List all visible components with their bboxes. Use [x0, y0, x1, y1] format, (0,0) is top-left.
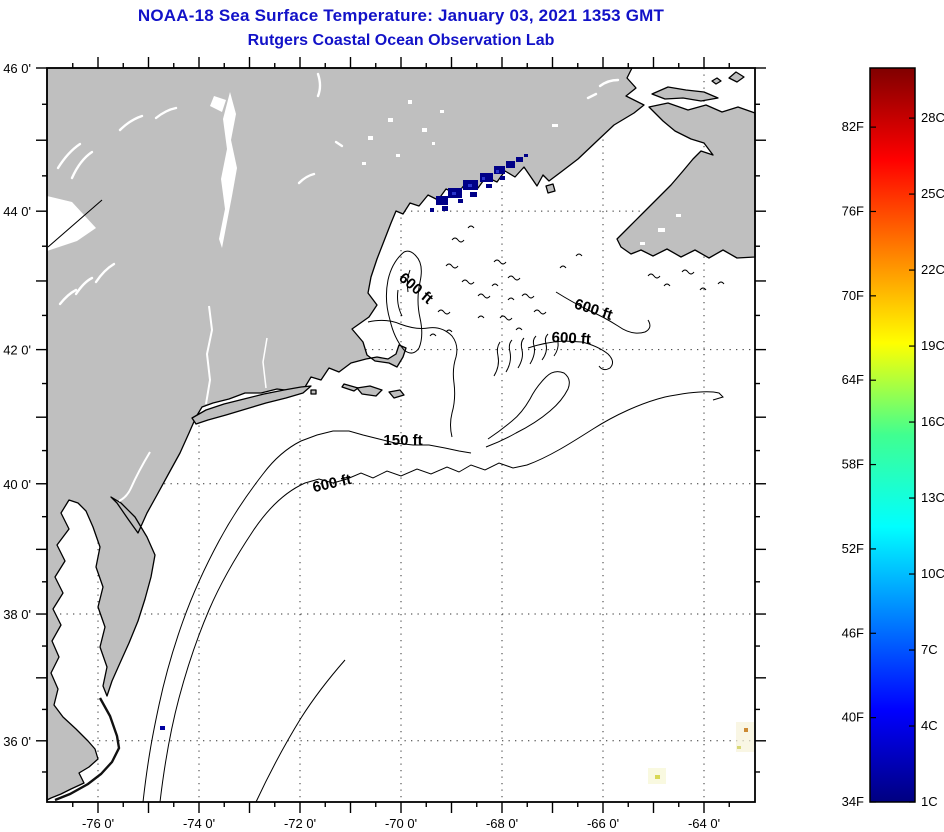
contour-150ft-shelf [142, 430, 472, 803]
colorbar-c-label: 28C [921, 110, 944, 125]
island-topright-2 [711, 77, 722, 85]
maine-lakes [362, 100, 681, 245]
title-line-2: Rutgers Coastal Ocean Observation Lab [247, 31, 555, 49]
long-island [191, 385, 312, 425]
axes: -76 0' -74 0' -72 0' -70 0' -68 0' -66 0' -64 … [3, 57, 766, 831]
marthas-vineyard [356, 385, 383, 397]
colorbar-c-label: 25C [921, 186, 944, 201]
colorbar-f-label: 70F [842, 288, 864, 303]
contour-wilkinson-basin [385, 250, 423, 354]
nantucket [388, 389, 405, 399]
lake-champlain [219, 92, 237, 248]
lon-axis-label: -76 0' [82, 816, 114, 831]
lon-axis-label: -72 0' [284, 816, 316, 831]
colorbar-c-label: 4C [921, 718, 938, 733]
contour-slope-deep [255, 659, 346, 803]
lon-axis-label: -64 0' [688, 816, 720, 831]
lat-axis-label: 40 0' [3, 477, 31, 492]
inland-water [47, 72, 681, 502]
colorbar-gradient [870, 68, 915, 802]
colorbar-c-label: 22C [921, 262, 944, 277]
colorbar-f-label: 76F [842, 203, 864, 218]
contour-specks [429, 225, 725, 337]
colorbar-c-label: 1C [921, 794, 938, 809]
colorbar-labels: 82F 76F 70F 64F 58F 52F 46F 40F 34F 28C 25C 22C 19C 1… [842, 110, 944, 809]
colorbar-c-label: 19C [921, 338, 944, 353]
delaware-river [118, 451, 151, 502]
lon-axis-label: -70 0' [385, 816, 417, 831]
contour-jordan-basin [555, 291, 651, 334]
colorbar-border [869, 67, 916, 803]
lat-axis-label: 36 0' [3, 734, 31, 749]
hudson-river [205, 305, 214, 405]
grand-manan-island [545, 183, 556, 194]
lon-axis-label: -66 0' [587, 816, 619, 831]
bathymetry-contours [142, 225, 725, 803]
lat-axis-label: 38 0' [3, 607, 31, 622]
finger-lakes [56, 72, 620, 306]
nova-scotia [616, 102, 756, 259]
prince-edward-island [651, 86, 719, 102]
sst-warm-specks [648, 722, 754, 784]
lake-small-ny [210, 96, 226, 112]
colorbar-f-label: 58F [842, 457, 864, 472]
colorbar-f-label: 52F [842, 541, 864, 556]
colorbar-c-label: 16C [921, 414, 944, 429]
contour-600ft-shelfbreak [159, 391, 724, 803]
colorbar-c-label: 7C [921, 642, 938, 657]
depth-label-600ft-georges: 600 ft [551, 329, 591, 348]
landmasses [46, 67, 756, 801]
sst-data-pixels [160, 154, 754, 784]
outer-banks [54, 697, 121, 802]
colorbar-f-label: 64F [842, 372, 864, 387]
lat-axis-label: 46 0' [3, 61, 31, 76]
contour-georges-basin [527, 340, 614, 371]
colorbar-f-label: 46F [842, 625, 864, 640]
lon-axis-label: -68 0' [486, 816, 518, 831]
contour-great-south-channel [367, 319, 458, 438]
colorbar-f-label: 82F [842, 119, 864, 134]
colorbar-c-label: 10C [921, 566, 944, 581]
lat-axis-label: 44 0' [3, 204, 31, 219]
colorbar-c-label: 13C [921, 490, 944, 505]
lake-ontario-shore-line [47, 199, 103, 248]
lon-axis-label: -74 0' [183, 816, 215, 831]
figure-title: NOAA-18 Sea Surface Temperature: January… [0, 4, 802, 52]
block-island [310, 389, 317, 395]
elizabeth-islands [341, 383, 359, 392]
connecticut-river [262, 337, 268, 389]
colorbar-f-label: 34F [842, 794, 864, 809]
colorbar: 82F 76F 70F 64F 58F 52F 46F 40F 34F 28C 25C 22C 19C 1… [842, 67, 944, 809]
lat-axis-label: 42 0' [3, 343, 31, 358]
contour-georges-bank [485, 371, 570, 448]
colorbar-f-label: 40F [842, 710, 864, 725]
title-line-1: NOAA-18 Sea Surface Temperature: January… [137, 6, 665, 25]
island-topright-1 [728, 71, 745, 83]
depth-label-150ft: 150 ft [383, 432, 422, 449]
sst-pixel-nc [160, 726, 165, 730]
